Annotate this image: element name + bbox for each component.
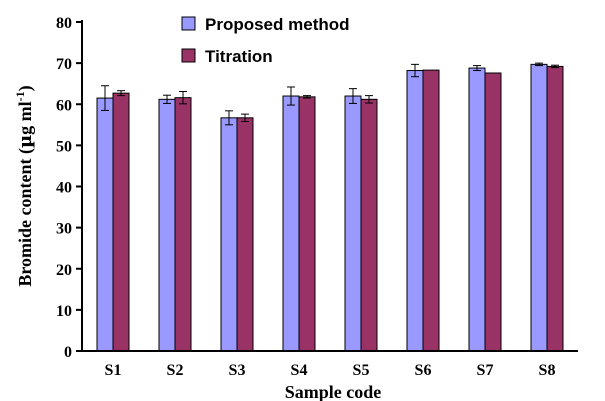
error-bar-s4-titration (303, 95, 311, 99)
y-axis-title-exponent: -1 (13, 91, 27, 101)
legend-swatch-proposed (181, 16, 196, 31)
legend-label-proposed: Proposed method (205, 15, 350, 34)
svg-text:Bromide content (µg ml-1): Bromide content (µg ml-1) (13, 85, 36, 286)
y-tick-label: 0 (64, 344, 72, 361)
y-axis-title-close: ) (15, 85, 36, 91)
bar-s1-proposed (96, 97, 114, 352)
error-bar-s2-titration (179, 91, 187, 105)
x-tick-label: S2 (167, 362, 184, 379)
y-tick-label: 50 (56, 138, 72, 155)
bar-s3-proposed (220, 117, 238, 352)
y-tick-label: 30 (56, 221, 72, 238)
x-tick-label: S4 (291, 362, 308, 379)
legend: Proposed method Titration (181, 15, 350, 66)
y-tick-label: 80 (56, 15, 72, 32)
bar-s8-titration (546, 65, 564, 352)
y-tick-label: 60 (56, 97, 72, 114)
error-bar-s3-proposed (225, 110, 233, 126)
error-bar-s5-titration (365, 95, 373, 104)
bar-s2-proposed (158, 98, 176, 352)
x-tick-label: S8 (539, 362, 556, 379)
x-tick-label: S5 (353, 362, 370, 379)
error-bar-s4-proposed (287, 86, 295, 106)
error-bar-s8-proposed (535, 62, 543, 67)
x-tick-label: S3 (229, 362, 246, 379)
error-bar-s2-proposed (163, 94, 171, 104)
y-ticks-layer: 0 10 20 30 40 50 60 70 80 (56, 15, 82, 361)
x-axis-title: Sample code (285, 382, 382, 401)
bar-s4-proposed (282, 95, 300, 352)
error-bar-s1-titration (117, 90, 125, 97)
legend-label-titration: Titration (205, 47, 273, 66)
axes-layer (81, 20, 578, 352)
y-axis-title-unit: g ml (15, 101, 35, 135)
bar-s7-titration (484, 72, 502, 352)
error-bar-s6-proposed (411, 63, 419, 78)
bar-s4-titration (298, 96, 316, 352)
y-tick-label: 40 (56, 180, 72, 197)
y-tick-label: 70 (56, 56, 72, 73)
error-bar-s5-proposed (349, 88, 357, 104)
bar-s3-titration (236, 117, 254, 352)
error-bar-s8-titration (551, 64, 559, 69)
y-axis-title-mu: µ (15, 135, 36, 148)
y-axis-title-main: Bromide content ( (15, 148, 36, 287)
y-tick-label: 10 (56, 303, 72, 320)
bar-s8-proposed (530, 63, 548, 352)
bar-s6-proposed (406, 70, 424, 352)
legend-swatch-titration (181, 48, 196, 63)
error-bar-s7-proposed (473, 65, 481, 72)
bar-s2-titration (174, 97, 192, 352)
x-tick-label: S7 (477, 362, 494, 379)
bar-s5-proposed (344, 95, 362, 352)
bars-layer (96, 63, 564, 352)
bar-s1-titration (112, 92, 130, 352)
bar-s6-titration (422, 69, 440, 352)
x-tick-label: S1 (105, 362, 122, 379)
y-tick-label: 20 (56, 262, 72, 279)
bar-s7-proposed (468, 67, 486, 352)
y-axis-title: Bromide content (µg ml-1) (13, 85, 36, 286)
x-tick-label: S6 (415, 362, 432, 379)
error-bar-s3-titration (241, 113, 249, 123)
error-bar-s1-proposed (101, 85, 109, 111)
error-bars-layer (101, 62, 559, 126)
bar-s5-titration (360, 98, 378, 352)
x-ticks-layer: S1 S2 S3 S4 S5 S6 S7 S8 (105, 362, 556, 379)
